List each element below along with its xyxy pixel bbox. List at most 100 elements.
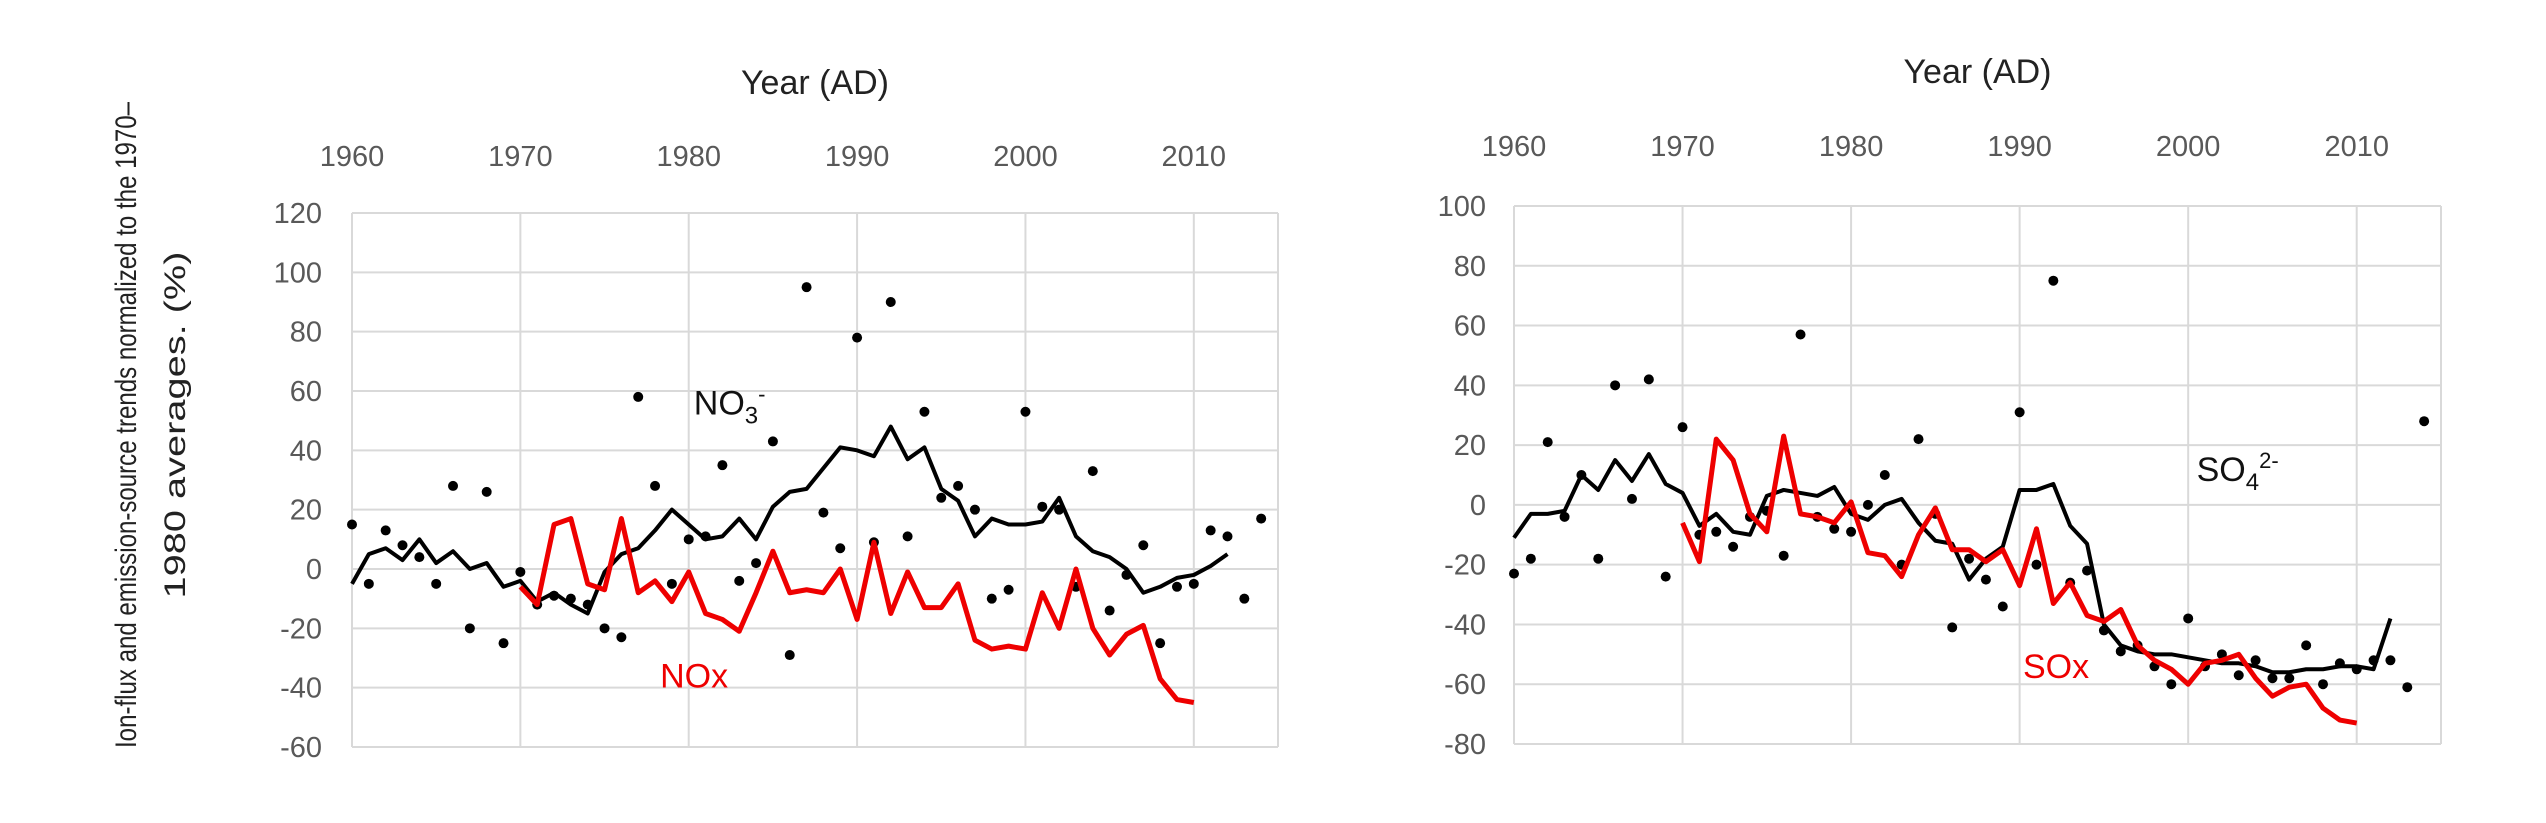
data-point <box>363 578 374 589</box>
series-label: SOx <box>2023 648 2089 686</box>
nitrate-chart: -60 -40 -20 0 20 40 60 80 100 120 1960 1970 1980 1990… <box>110 64 1279 764</box>
y-tick-label: 40 <box>290 435 322 467</box>
y-tick-label: 0 <box>306 554 322 586</box>
data-point <box>1846 526 1857 537</box>
data-point <box>1559 511 1570 522</box>
data-point <box>1239 593 1250 604</box>
data-point <box>380 525 391 536</box>
x-axis-title: Year (AD) <box>1903 53 2051 91</box>
data-point <box>1778 550 1789 561</box>
data-point <box>2419 416 2430 427</box>
data-point <box>986 593 997 604</box>
data-point <box>2048 275 2059 286</box>
data-point <box>852 332 863 343</box>
data-point <box>784 650 795 661</box>
data-point <box>2284 673 2295 684</box>
data-point <box>683 534 694 545</box>
data-point <box>515 566 526 577</box>
data-point <box>2183 613 2194 624</box>
sulfate-chart: -80 -60 -40 -20 0 20 40 60 80 100 1960 1970 1980 1990… <box>1438 53 2442 761</box>
no3--line <box>350 424 1229 616</box>
y-tick-label: 40 <box>1454 370 1486 402</box>
data-point <box>953 480 964 491</box>
data-point <box>1626 493 1637 504</box>
data-point <box>347 519 357 530</box>
sox-line <box>1680 433 2358 726</box>
data-point <box>1542 437 1553 448</box>
series-label: NO3- <box>694 382 766 430</box>
y-tick-label: 20 <box>1454 430 1486 462</box>
data-point <box>1593 553 1604 564</box>
data-point <box>1610 380 1621 391</box>
series-label: NOx <box>660 658 728 696</box>
data-point <box>1188 578 1199 589</box>
data-point <box>599 623 610 634</box>
data-point <box>397 540 408 551</box>
data-point <box>498 638 509 649</box>
data-point <box>717 460 728 471</box>
x-axis-title: Year (AD) <box>741 64 889 102</box>
data-point <box>734 575 745 586</box>
data-point <box>1020 406 1031 417</box>
data-point <box>1980 574 1991 585</box>
data-point <box>2233 670 2244 681</box>
data-point <box>1879 470 1890 480</box>
data-point <box>2301 640 2312 651</box>
x-tick-label: 1960 <box>1482 131 1547 163</box>
data-point <box>1997 601 2008 612</box>
data-point <box>1003 584 1014 595</box>
data-point <box>1862 499 1873 510</box>
y-tick-label: -40 <box>1444 609 1486 641</box>
data-point <box>801 282 812 293</box>
data-point <box>1205 525 1216 536</box>
data-point <box>1660 571 1671 582</box>
data-point <box>1138 540 1149 551</box>
x-tick-label: 2010 <box>1162 141 1227 173</box>
y-tick-label: 20 <box>290 495 322 527</box>
data-point <box>2082 565 2093 576</box>
data-point <box>1087 466 1098 477</box>
data-point <box>936 492 947 503</box>
x-tick-label: 1970 <box>488 141 553 173</box>
data-point <box>1829 523 1840 534</box>
data-point <box>2031 559 2042 570</box>
x-tick-label: 1980 <box>656 141 721 173</box>
data-point <box>1913 434 1924 445</box>
series-label-base: SO <box>2197 451 2246 489</box>
data-point <box>2267 673 2278 684</box>
x-tick-label: 1990 <box>825 141 890 173</box>
y-tick-label: -20 <box>280 613 322 645</box>
data-point <box>1525 553 1536 564</box>
data-point <box>1711 526 1722 537</box>
data-point <box>414 552 425 563</box>
series-label-base: SOx <box>2023 648 2089 686</box>
data-point <box>1947 622 1958 633</box>
data-point <box>2250 655 2261 666</box>
data-point <box>2115 646 2126 657</box>
data-point <box>431 578 442 589</box>
x-tick-label: 2010 <box>2324 131 2389 163</box>
y-tick-label: 100 <box>274 257 322 289</box>
data-point <box>751 558 762 569</box>
data-point <box>650 480 661 491</box>
data-point <box>666 578 677 589</box>
x-tick-label: 1990 <box>1987 131 2052 163</box>
x-tick-label: 2000 <box>2156 131 2221 163</box>
nox-line <box>518 516 1195 705</box>
x-tick-label: 2000 <box>993 141 1058 173</box>
y-tick-label: 120 <box>274 198 322 230</box>
data-point <box>633 391 644 402</box>
y-axis-title-line: Ion-flux and emission-source trends norm… <box>110 102 143 748</box>
series-label-superscript: 2- <box>2259 448 2279 473</box>
series-label-base: NOx <box>660 658 728 696</box>
data-point <box>1155 638 1166 649</box>
data-point <box>1728 541 1739 552</box>
data-point <box>902 531 913 542</box>
series-label-subscript: 3 <box>745 403 758 430</box>
data-point <box>481 486 492 497</box>
data-point <box>2385 655 2396 666</box>
data-point <box>1171 581 1182 592</box>
data-point <box>969 504 980 515</box>
y-tick-label: 0 <box>1470 490 1486 522</box>
